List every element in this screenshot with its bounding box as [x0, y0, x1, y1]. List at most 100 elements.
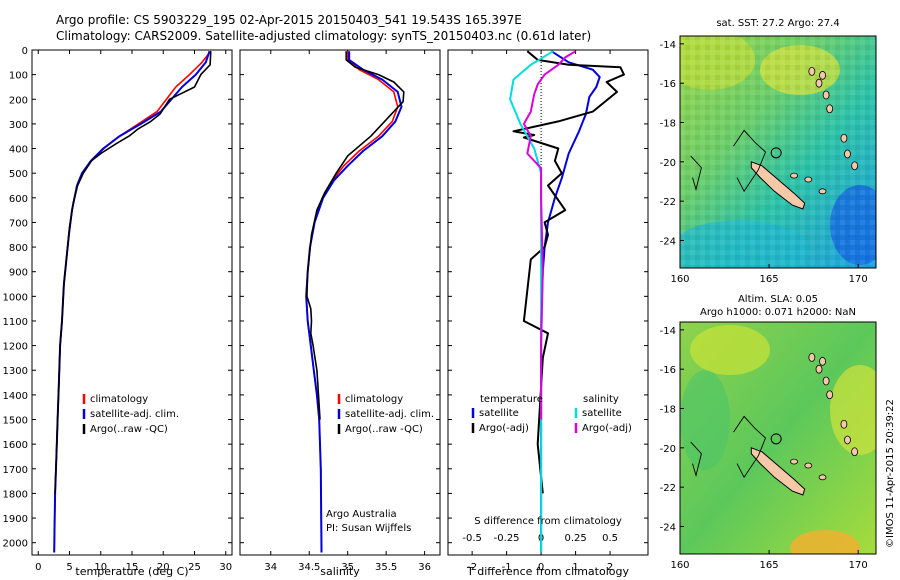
- depth-tick-label: 900: [9, 268, 28, 279]
- depth-tick-label: 1400: [3, 391, 28, 402]
- island: [790, 458, 798, 465]
- map-y-tick-label: -24: [660, 522, 676, 533]
- x-tick-label: 5: [66, 562, 72, 573]
- island: [815, 364, 823, 374]
- depth-tick-label: 300: [9, 120, 28, 131]
- x-tick-label: 35.5: [375, 562, 397, 573]
- depth-tick-label: 500: [9, 169, 28, 180]
- x-tick-label: 35: [341, 562, 354, 573]
- series-line-argo-raw-qc-: [54, 51, 212, 494]
- diff-legend-heading: salinity: [583, 394, 619, 405]
- sla-map-frame: [679, 321, 877, 555]
- diff-salinity-legend-label: satellite: [582, 408, 622, 419]
- diff-salinity-legend-label: Argo(-adj): [582, 423, 632, 434]
- depth-tick-label: 1800: [3, 489, 28, 500]
- salinity-legend-label: climatology: [345, 394, 403, 405]
- salinity-legend-label: Argo(..raw -QC): [345, 424, 423, 435]
- depth-tick-label: 200: [9, 95, 28, 106]
- island: [851, 161, 859, 171]
- map-y-tick-label: -20: [660, 158, 676, 169]
- island: [808, 352, 816, 362]
- reef-outline: [733, 415, 767, 479]
- island: [822, 376, 830, 386]
- depth-tick-label: 1600: [3, 440, 28, 451]
- sst-map: sat. SST: 27.2 Argo: 27.4: [679, 18, 877, 269]
- salinity-xlabel: salinity: [320, 565, 360, 578]
- depth-tick-label: 800: [9, 243, 28, 254]
- island: [840, 419, 848, 429]
- depth-tick-label: 0: [22, 46, 28, 57]
- depth-tick-label: 1000: [3, 292, 28, 303]
- island: [790, 172, 798, 179]
- temperature-xlabel: temperature (deg C): [75, 565, 188, 578]
- depth-tick-label: 1900: [3, 514, 28, 525]
- new-caledonia-land: [750, 447, 806, 496]
- reef-outline: [690, 155, 702, 192]
- top-x-tick-label: -0.5: [462, 533, 482, 544]
- sla-high-patch-2: [830, 365, 876, 455]
- island: [826, 104, 834, 114]
- profile-location-marker: [770, 433, 782, 445]
- map-x-tick-label: 160: [670, 560, 689, 571]
- x-tick-label: 15: [126, 562, 139, 573]
- island: [819, 70, 826, 80]
- reef-outline: [733, 129, 767, 193]
- map-y-tick-label: -14: [660, 326, 676, 337]
- series-line-argo-raw-qc-: [306, 51, 405, 420]
- map-y-tick-label: -22: [660, 483, 676, 494]
- sla-map-title: Altim. SLA: 0.05: [738, 294, 818, 305]
- depth-tick-label: 1700: [3, 465, 28, 476]
- depth-tick-label: 2000: [3, 539, 28, 550]
- island: [826, 390, 834, 400]
- credit-org: Argo Australia: [326, 509, 397, 520]
- map-y-tick-label: -20: [660, 444, 676, 455]
- map-y-tick-label: -22: [660, 197, 676, 208]
- island: [815, 78, 823, 88]
- depth-tick-label: 600: [9, 194, 28, 205]
- salinity-axes: [239, 49, 441, 556]
- x-tick-label: 0: [538, 562, 544, 573]
- island: [818, 474, 827, 481]
- island: [844, 149, 851, 159]
- salinity-legend-label: satellite-adj. clim.: [345, 409, 434, 420]
- island: [808, 66, 816, 76]
- header-line-1: Argo profile: CS 5903229_195 02-Apr-2015…: [56, 13, 522, 27]
- map-y-tick-label: -18: [660, 119, 676, 130]
- x-tick-label: 1: [572, 562, 578, 573]
- difference-axes: [447, 49, 649, 556]
- sst-pixel-texture: [680, 36, 876, 268]
- island: [840, 133, 848, 143]
- top-x-tick-label: 0.25: [564, 533, 586, 544]
- series-line-temperature-argo-adj-: [512, 50, 625, 494]
- map-y-tick-label: -14: [660, 40, 676, 51]
- diff-legend-heading: temperature: [480, 394, 543, 405]
- map-x-tick-label: 170: [849, 274, 868, 285]
- x-tick-label: 25: [188, 562, 201, 573]
- map-x-tick-label: 165: [760, 560, 779, 571]
- map-y-tick-label: -24: [660, 236, 676, 247]
- depth-tick-label: 1300: [3, 366, 28, 377]
- depth-tick-label: 1100: [3, 317, 28, 328]
- x-tick-label: 0: [35, 562, 41, 573]
- island: [804, 176, 813, 183]
- temperature-legend-label: climatology: [90, 394, 148, 405]
- x-tick-label: 34: [264, 562, 277, 573]
- x-tick-label: 10: [94, 562, 107, 573]
- x-tick-label: -2: [467, 562, 477, 573]
- island: [818, 188, 827, 195]
- diff-temperature-legend-label: Argo(-adj): [479, 423, 529, 434]
- depth-tick-label: 700: [9, 218, 28, 229]
- temperature-legend-label: satellite-adj. clim.: [90, 409, 179, 420]
- sst-map-title: sat. SST: 27.2 Argo: 27.4: [716, 18, 839, 29]
- island: [851, 447, 859, 457]
- depth-tick-label: 100: [9, 71, 28, 82]
- map-x-tick-label: 165: [760, 274, 779, 285]
- header-line-2: Climatology: CARS2009. Satellite-adjuste…: [56, 29, 591, 43]
- credit-pi: PI: Susan Wijffels: [326, 523, 411, 534]
- diff-temperature-legend-label: satellite: [479, 408, 519, 419]
- reef-outline: [690, 441, 702, 478]
- map-x-tick-label: 160: [670, 274, 689, 285]
- map-y-tick-label: -18: [660, 405, 676, 416]
- series-line-temperature-satellite: [540, 50, 601, 553]
